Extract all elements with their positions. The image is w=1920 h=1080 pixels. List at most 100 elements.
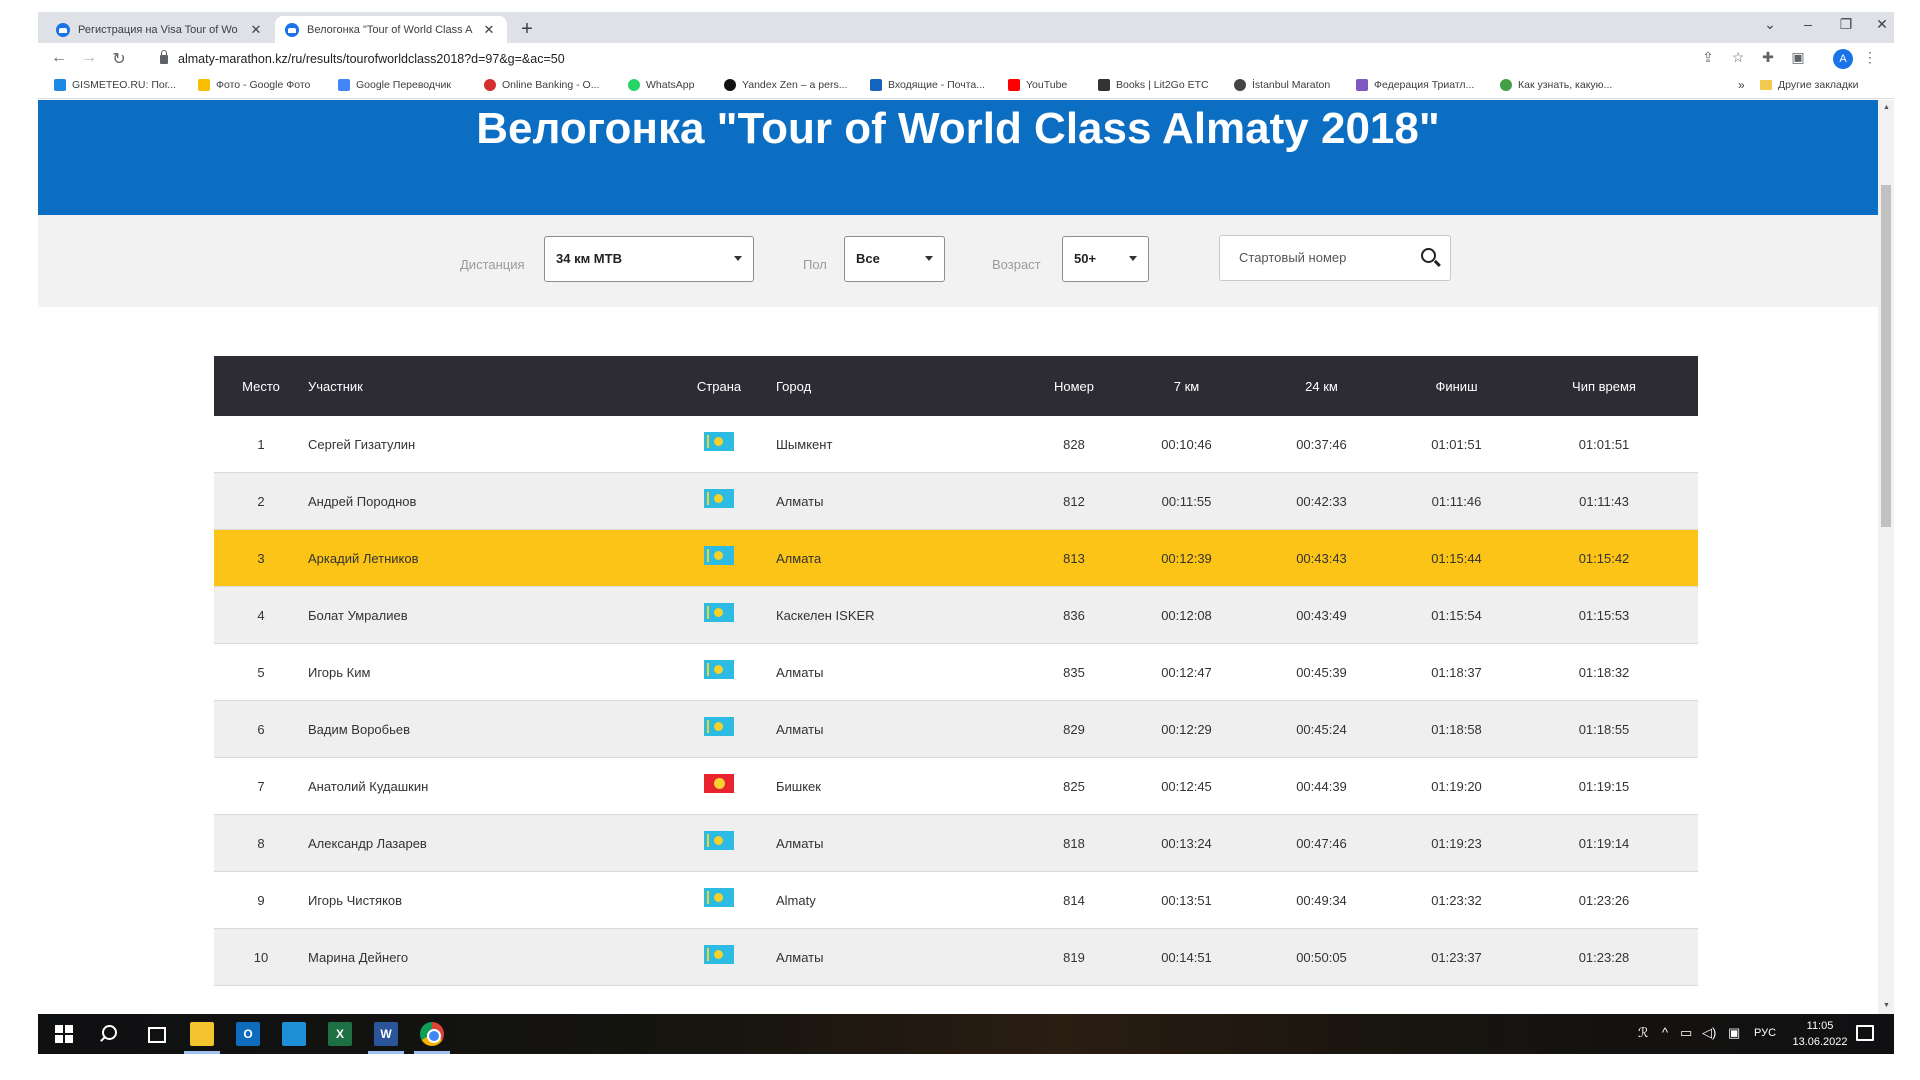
- file-explorer-icon[interactable]: [190, 1022, 214, 1046]
- header-place[interactable]: Место: [242, 378, 280, 394]
- bookmark-triathlon[interactable]: Федерация Триатл...: [1356, 79, 1474, 91]
- bookmark-google-photos[interactable]: Фото - Google Фото: [198, 79, 310, 91]
- restore-icon[interactable]: ❐: [1839, 16, 1853, 32]
- minimize-icon[interactable]: –: [1804, 16, 1812, 32]
- lock-icon: [160, 49, 168, 64]
- cell-chip-time: 01:18:32: [1578, 664, 1630, 680]
- word-icon[interactable]: W: [374, 1022, 398, 1046]
- running-indicator: [184, 1051, 220, 1054]
- network-icon[interactable]: ▭: [1680, 1025, 1693, 1040]
- scrollbar-thumb[interactable]: [1881, 185, 1891, 527]
- profile-avatar[interactable]: A: [1833, 49, 1853, 69]
- table-row[interactable]: 6 Вадим Воробьев Алматы 829 00:12:29 00:45:24…: [214, 701, 1698, 758]
- tab-visa-tour[interactable]: Регистрация на Visa Tour of Wo ✕: [46, 16, 274, 43]
- caret-down-icon: [925, 256, 933, 261]
- gender-select[interactable]: Все: [844, 236, 945, 282]
- age-value: 50+: [1074, 251, 1097, 266]
- table-row[interactable]: 5 Игорь Ким Алматы 835 00:12:47 00:45:39 01:18…: [214, 644, 1698, 701]
- chrome-icon[interactable]: [420, 1022, 444, 1046]
- close-icon[interactable]: ✕: [483, 21, 495, 37]
- distance-select[interactable]: 34 км МТВ: [544, 236, 754, 282]
- age-select[interactable]: 50+: [1062, 236, 1149, 282]
- cell-number: 812: [1063, 493, 1085, 509]
- tab-search-icon[interactable]: ⌄: [1764, 16, 1776, 32]
- header-7km[interactable]: 7 км: [1173, 378, 1200, 394]
- page-scrollbar[interactable]: ▲ ▼: [1878, 100, 1894, 1014]
- cell-7km: 00:12:39: [1161, 550, 1212, 566]
- table-row[interactable]: 7 Анатолий Кудашкин Бишкек 825 00:12:45 00:44…: [214, 758, 1698, 815]
- header-chip-time[interactable]: Чип время: [1572, 378, 1636, 394]
- cell-finish: 01:19:23: [1431, 835, 1482, 851]
- language-indicator[interactable]: РУС: [1754, 1027, 1777, 1039]
- close-icon[interactable]: ✕: [250, 21, 262, 37]
- cell-country: [674, 815, 764, 871]
- table-row[interactable]: 2 Андрей Породнов Алматы 812 00:11:55 00:42:3…: [214, 473, 1698, 530]
- forward-arrow-icon[interactable]: →: [81, 49, 97, 66]
- cell-country: [674, 929, 764, 985]
- bookmarks-more-button[interactable]: »: [1738, 78, 1745, 92]
- side-panel-icon[interactable]: ▣: [1791, 49, 1805, 65]
- table-row[interactable]: 8 Александр Лазарев Алматы 818 00:13:24 00:47…: [214, 815, 1698, 872]
- table-row[interactable]: 10 Марина Дейнего Алматы 819 00:14:51 00:50:0…: [214, 929, 1698, 986]
- bookmark-how-to[interactable]: Как узнать, какую...: [1500, 79, 1612, 91]
- bookmark-istanbul-maraton[interactable]: İstanbul Maraton: [1234, 79, 1330, 91]
- header-country[interactable]: Страна: [696, 378, 742, 394]
- other-bookmarks-folder[interactable]: Другие закладки: [1760, 79, 1858, 91]
- cell-finish: 01:18:37: [1431, 664, 1482, 680]
- cell-chip-time: 01:23:28: [1578, 949, 1630, 965]
- search-icon[interactable]: [1421, 248, 1436, 263]
- cell-24km: 00:43:43: [1296, 550, 1347, 566]
- reload-icon[interactable]: ↻: [112, 51, 126, 68]
- search-icon[interactable]: [98, 1022, 122, 1046]
- mail-icon[interactable]: [282, 1022, 306, 1046]
- header-finish[interactable]: Финиш: [1435, 378, 1478, 394]
- bookmark-label: Федерация Триатл...: [1374, 79, 1475, 91]
- scroll-down-icon[interactable]: ▼: [1883, 1002, 1890, 1009]
- tab-active-results[interactable]: Велогонка "Tour of World Class A ✕: [275, 16, 507, 43]
- windows-start-icon[interactable]: [52, 1022, 76, 1046]
- header-city[interactable]: Город: [776, 378, 812, 394]
- header-name[interactable]: Участник: [308, 378, 363, 394]
- bookmark-yandex-zen[interactable]: Yandex Zen – a pers...: [724, 79, 847, 91]
- table-row-highlighted[interactable]: 3 Аркадий Летников Алмата 813 00:12:39 00:43:…: [214, 530, 1698, 587]
- back-arrow-icon[interactable]: ←: [51, 49, 67, 66]
- bookmark-whatsapp[interactable]: WhatsApp: [628, 79, 694, 91]
- cell-number: 814: [1063, 892, 1085, 908]
- people-icon[interactable]: ℛ: [1638, 1025, 1649, 1040]
- notifications-icon[interactable]: [1856, 1025, 1874, 1041]
- window-close-icon[interactable]: ✕: [1876, 16, 1888, 32]
- system-clock[interactable]: 11:05 13.06.2022: [1792, 1018, 1848, 1050]
- menu-dots-icon[interactable]: ⋮: [1863, 49, 1877, 65]
- bookmark-gismeteo[interactable]: GISMETEO.RU: Пог...: [54, 79, 176, 91]
- kazakhstan-flag-icon: [704, 716, 734, 736]
- header-number[interactable]: Номер: [1053, 378, 1094, 394]
- kazakhstan-flag-icon: [704, 431, 734, 451]
- page-viewport: Велогонка "Tour of World Class Almaty 20…: [38, 100, 1878, 1014]
- bookmark-lit2go[interactable]: Books | Lit2Go ETC: [1098, 79, 1209, 91]
- share-icon[interactable]: ⇪: [1702, 49, 1714, 65]
- windows-taskbar: O X W ℛ ^ ▭ ◁) ▣ РУС 11:05 13.06.2022: [38, 1014, 1894, 1054]
- bib-number-search[interactable]: Стартовый номер: [1219, 235, 1451, 281]
- bookmark-google-translate[interactable]: Google Переводчик: [338, 79, 451, 91]
- screen: Регистрация на Visa Tour of Wo ✕ Велогон…: [38, 12, 1894, 1062]
- keyboard-ime-icon[interactable]: ▣: [1728, 1025, 1741, 1040]
- header-24km[interactable]: 24 км: [1305, 378, 1338, 394]
- table-row[interactable]: 1 Сергей Гизатулин Шымкент 828 00:10:46 00:37…: [214, 416, 1698, 473]
- volume-icon[interactable]: ◁): [1702, 1025, 1717, 1040]
- task-view-icon[interactable]: [144, 1022, 168, 1046]
- cell-finish: 01:11:46: [1431, 493, 1482, 509]
- extensions-icon[interactable]: ✚: [1762, 49, 1774, 65]
- cell-country: [674, 530, 764, 586]
- excel-icon[interactable]: X: [328, 1022, 352, 1046]
- bookmark-star-icon[interactable]: ☆: [1731, 49, 1745, 65]
- scroll-up-icon[interactable]: ▲: [1883, 104, 1890, 111]
- bookmark-youtube[interactable]: YouTube: [1008, 79, 1067, 91]
- bookmark-online-banking[interactable]: Online Banking - О...: [484, 79, 599, 91]
- bookmark-mail[interactable]: Входящие - Почта...: [870, 79, 985, 91]
- table-row[interactable]: 9 Игорь Чистяков Almaty 814 00:13:51 00:49:34…: [214, 872, 1698, 929]
- new-tab-button[interactable]: +: [521, 18, 533, 40]
- address-bar[interactable]: almaty-marathon.kz/ru/results/tourofworl…: [146, 47, 1786, 71]
- show-hidden-icons-icon[interactable]: ^: [1662, 1025, 1669, 1040]
- table-row[interactable]: 4 Болат Умралиев Каскелен ISKER 836 00:12:08…: [214, 587, 1698, 644]
- outlook-icon[interactable]: O: [236, 1022, 260, 1046]
